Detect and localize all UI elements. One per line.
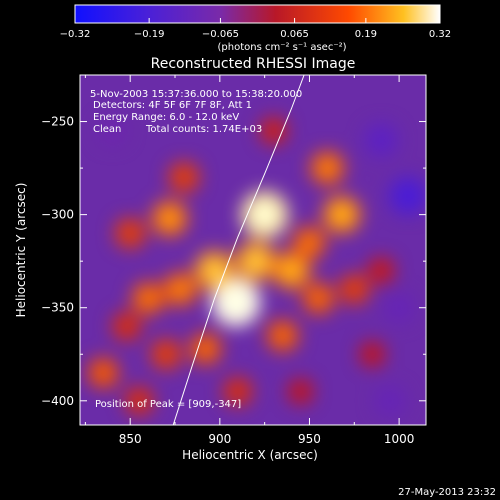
heatmap-sources <box>87 116 426 417</box>
y-axis-label: Heliocentric Y (arcsec) <box>14 183 28 318</box>
heatmap-source-core-17 <box>197 340 214 357</box>
heatmap-source-15 <box>338 273 370 305</box>
heatmap-source-13 <box>114 217 146 249</box>
colorbar-tick-label-2: −0.065 <box>202 29 239 40</box>
heatmap-source-core-26 <box>332 205 352 225</box>
annotation-peak: Position of Peak = [909,-347] <box>95 399 241 410</box>
heatmap-source-core-19 <box>310 290 327 307</box>
heatmap-source-0 <box>389 177 426 216</box>
heatmap-source-10 <box>124 386 154 416</box>
heatmap-source-9 <box>112 311 142 341</box>
y-tick-label--400: −400 <box>41 394 74 408</box>
heatmap-source-8 <box>260 117 288 145</box>
heatmap-source-core-20 <box>139 290 157 307</box>
x-tick-label-850: 850 <box>119 432 142 446</box>
plot-frame <box>79 74 427 426</box>
annotation-total-counts: Total counts: 1.74E+03 <box>145 124 262 135</box>
heatmap-source-2 <box>374 385 406 417</box>
heatmap-source-core-24 <box>160 209 179 228</box>
colorbar <box>75 5 440 23</box>
annotation-energy-range: Energy Range: 6.0 - 12.0 keV <box>93 112 239 123</box>
colorbar-frame <box>74 4 441 24</box>
x-tick-label-1000: 1000 <box>384 432 415 446</box>
heatmap-source-6 <box>287 378 314 405</box>
x-tick-label-950: 950 <box>298 432 321 446</box>
heatmap-source-7 <box>368 257 395 284</box>
heatmap-source-core-16 <box>95 364 112 381</box>
heatmap-source-core-18 <box>274 327 291 344</box>
colorbar-tick-label-5: 0.32 <box>429 29 451 40</box>
x-axis-label: Heliocentric X (arcsec) <box>182 448 318 462</box>
heatmap-source-core-28 <box>204 260 225 281</box>
heatmap-source-core-30 <box>223 289 249 315</box>
annotation-method: Clean <box>93 124 121 135</box>
colorbar-tick-label-0: −0.32 <box>60 29 91 40</box>
colorbar-tick-label-4: 0.19 <box>355 29 377 40</box>
heatmap-source-4 <box>97 116 127 146</box>
y-tick-label--350: −350 <box>41 301 74 315</box>
chart-title: Reconstructed RHESSI Image <box>151 56 356 72</box>
y-tick-label--250: −250 <box>41 115 74 129</box>
heatmap-source-core-29 <box>252 202 277 227</box>
colorbar-tick-label-3: 0.065 <box>280 29 309 40</box>
x-tick-label-900: 900 <box>208 432 231 446</box>
heatmap-source-core-21 <box>301 234 318 251</box>
colorbar-unit-label: (photons cm⁻² s⁻¹ asec⁻²) <box>217 42 346 53</box>
heatmap-source-1 <box>364 123 398 157</box>
heatmap-source-5 <box>359 341 385 367</box>
colorbar-ticks: −0.32 −0.19 −0.065 0.065 0.19 0.32 <box>60 4 451 40</box>
colorbar-tick-label-1: −0.19 <box>134 29 165 40</box>
heatmap-source-14 <box>150 338 182 370</box>
annotation-detectors: Detectors: 4F 5F 6F 7F 8F, Att 1 <box>93 100 252 111</box>
timestamp: 27-May-2013 23:32 <box>398 487 496 498</box>
plot-axes: 850 900 950 1000 −250 −300 −350 −400 <box>41 74 426 446</box>
heatmap-source-core-22 <box>318 159 336 177</box>
y-tick-label--300: −300 <box>41 208 74 222</box>
heatmap-source-core-23 <box>171 280 189 298</box>
heatmap-source-core-27 <box>245 251 266 272</box>
heatmap-source-11 <box>223 376 253 406</box>
solar-limb-curve <box>172 75 305 425</box>
heatmap-source-core-25 <box>282 260 302 280</box>
heatmap-source-3 <box>383 292 415 324</box>
heatmap-source-12 <box>168 161 200 193</box>
annotation-time-range: 5-Nov-2003 15:37:36.000 to 15:38:20.000 <box>90 89 302 100</box>
